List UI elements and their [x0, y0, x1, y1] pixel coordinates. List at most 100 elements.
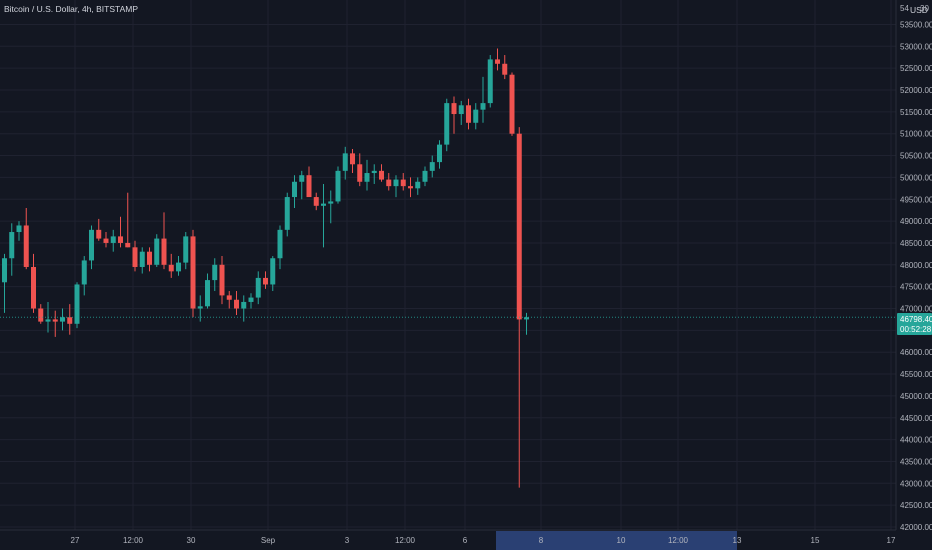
candle-body — [74, 284, 80, 324]
candle-body — [263, 277, 268, 285]
candle — [234, 291, 239, 316]
time-tick-label: 6 — [463, 536, 468, 545]
candle-body — [458, 105, 464, 115]
candle-body — [480, 103, 486, 110]
candle — [379, 164, 384, 182]
price-tick-label: 42000.00 — [900, 523, 932, 532]
candle — [74, 282, 80, 329]
candle — [67, 304, 73, 335]
candle — [183, 232, 189, 270]
candle — [190, 229, 196, 318]
candle — [52, 310, 58, 337]
candle-body — [118, 236, 123, 243]
candle — [219, 256, 225, 305]
time-axis[interactable]: 27 12:00 30 Sep 3 12:00 6 8 10 12:00 13 15 17 — [0, 529, 932, 550]
candle — [277, 225, 283, 270]
price-tag-background — [897, 313, 932, 335]
candle-body — [255, 277, 261, 298]
candle — [487, 55, 493, 108]
candle-body — [299, 175, 305, 182]
candle-body — [487, 59, 493, 104]
candle-body — [306, 175, 312, 198]
candle — [458, 100, 464, 125]
candle — [176, 256, 181, 276]
candle-body — [509, 74, 515, 134]
candle-body — [270, 258, 276, 285]
price-axis-top-label: 54 — [900, 4, 909, 13]
candle — [139, 247, 145, 274]
candle-body — [248, 297, 254, 302]
candle — [321, 183, 326, 248]
candle-body — [45, 319, 51, 322]
candle — [284, 192, 290, 237]
candle-body — [161, 238, 167, 265]
time-tick-label: 3 — [345, 536, 350, 545]
price-axis[interactable]: 42000.00 42500.00 43000.00 43500.00 44000.00… — [895, 0, 932, 532]
time-tick-label: 15 — [811, 536, 820, 545]
currency-unit-label: USD — [910, 5, 928, 15]
price-tick-label: 49000.00 — [900, 217, 932, 226]
candle-body — [89, 229, 94, 261]
price-tick-label: 47500.00 — [900, 283, 932, 292]
time-tick-label: 12:00 — [395, 536, 416, 545]
candle — [400, 173, 406, 191]
price-tick-label: 52000.00 — [900, 86, 932, 95]
candle-body — [132, 247, 138, 267]
price-tick-label: 47000.00 — [900, 305, 932, 314]
candle — [371, 164, 377, 184]
candle-body — [234, 299, 239, 309]
candle-body — [400, 179, 406, 187]
price-tick-label: 51000.00 — [900, 130, 932, 139]
candle-body — [197, 306, 203, 309]
candle — [38, 304, 44, 324]
candle-body — [393, 179, 399, 187]
candle — [270, 256, 276, 292]
candles — [2, 48, 529, 488]
candle-body — [110, 236, 116, 243]
candle-body — [502, 63, 508, 75]
candle-body — [81, 260, 87, 285]
candle-body — [31, 266, 36, 309]
price-tick-label: 46000.00 — [900, 348, 932, 357]
candle — [299, 170, 305, 200]
candle-body — [154, 238, 160, 265]
price-tag-countdown: 00:52:28 — [900, 325, 932, 334]
candle — [2, 253, 7, 313]
candle — [306, 166, 312, 198]
candle — [495, 48, 500, 71]
candle — [422, 166, 428, 187]
candle-body — [277, 229, 283, 259]
chart-title: Bitcoin / U.S. Dollar, 4h, BITSTAMP — [4, 4, 138, 14]
time-tick-label: 27 — [71, 536, 80, 545]
time-tick-label: 12:00 — [668, 536, 689, 545]
grid-lines — [0, 0, 896, 530]
candle — [357, 153, 363, 187]
candle — [16, 221, 22, 241]
price-tick-label: 50000.00 — [900, 173, 932, 182]
price-tick-label: 50500.00 — [900, 152, 932, 161]
candle-body — [125, 242, 131, 248]
candle — [81, 256, 87, 296]
candle — [205, 273, 210, 309]
candle — [473, 103, 479, 130]
candle-body — [38, 308, 44, 322]
candle-body — [219, 264, 225, 296]
candle-body — [284, 197, 290, 230]
price-tick-label: 49500.00 — [900, 195, 932, 204]
candle — [161, 212, 167, 270]
candle-body — [139, 251, 145, 267]
candle-body — [451, 103, 457, 115]
candle-body — [379, 170, 384, 180]
price-tick-label: 52500.00 — [900, 64, 932, 73]
time-tick-label: 13 — [733, 536, 742, 545]
candle — [96, 218, 102, 241]
candle-body — [147, 251, 152, 265]
candle-body — [23, 225, 29, 267]
candle — [212, 258, 218, 292]
candle-body — [212, 264, 218, 281]
price-tick-label: 44500.00 — [900, 414, 932, 423]
price-tick-label: 43500.00 — [900, 457, 932, 466]
candle — [248, 293, 254, 309]
candle — [415, 177, 421, 195]
